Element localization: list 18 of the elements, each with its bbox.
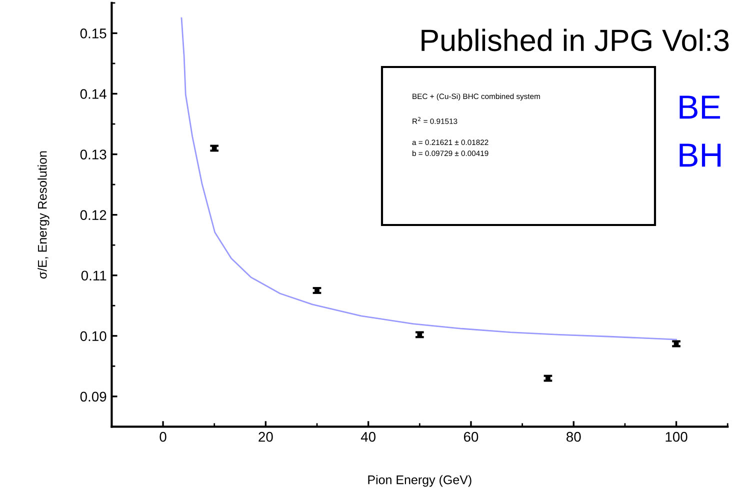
x-tick-label: 60 — [464, 432, 478, 442]
x-tick-label: 80 — [566, 432, 581, 442]
x-axis-title: Pion Energy (GeV) — [368, 475, 472, 487]
y-tick-label: 0.12 — [80, 210, 106, 220]
y-tick-label: 0.11 — [81, 270, 106, 281]
y-tick-label: 0.14 — [80, 89, 106, 99]
x-tick-label: 40 — [360, 432, 376, 442]
annotation: BE — [680, 96, 720, 119]
annotation: BH — [680, 144, 721, 167]
x-tick-label: 100 — [666, 432, 688, 442]
x-tick-label: 0 — [160, 432, 166, 442]
y-axis-title: σ/E, Energy Resolution — [38, 151, 50, 279]
y-tick-label: 0.15 — [80, 28, 106, 38]
x-tick-label: 20 — [258, 432, 273, 442]
y-tick-label: 0.09 — [80, 392, 106, 402]
y-tick-label: 0.13 — [80, 150, 106, 160]
annotation: Published in JPG Vol:3 — [422, 28, 729, 52]
y-tick-label: 0.10 — [80, 331, 106, 342]
